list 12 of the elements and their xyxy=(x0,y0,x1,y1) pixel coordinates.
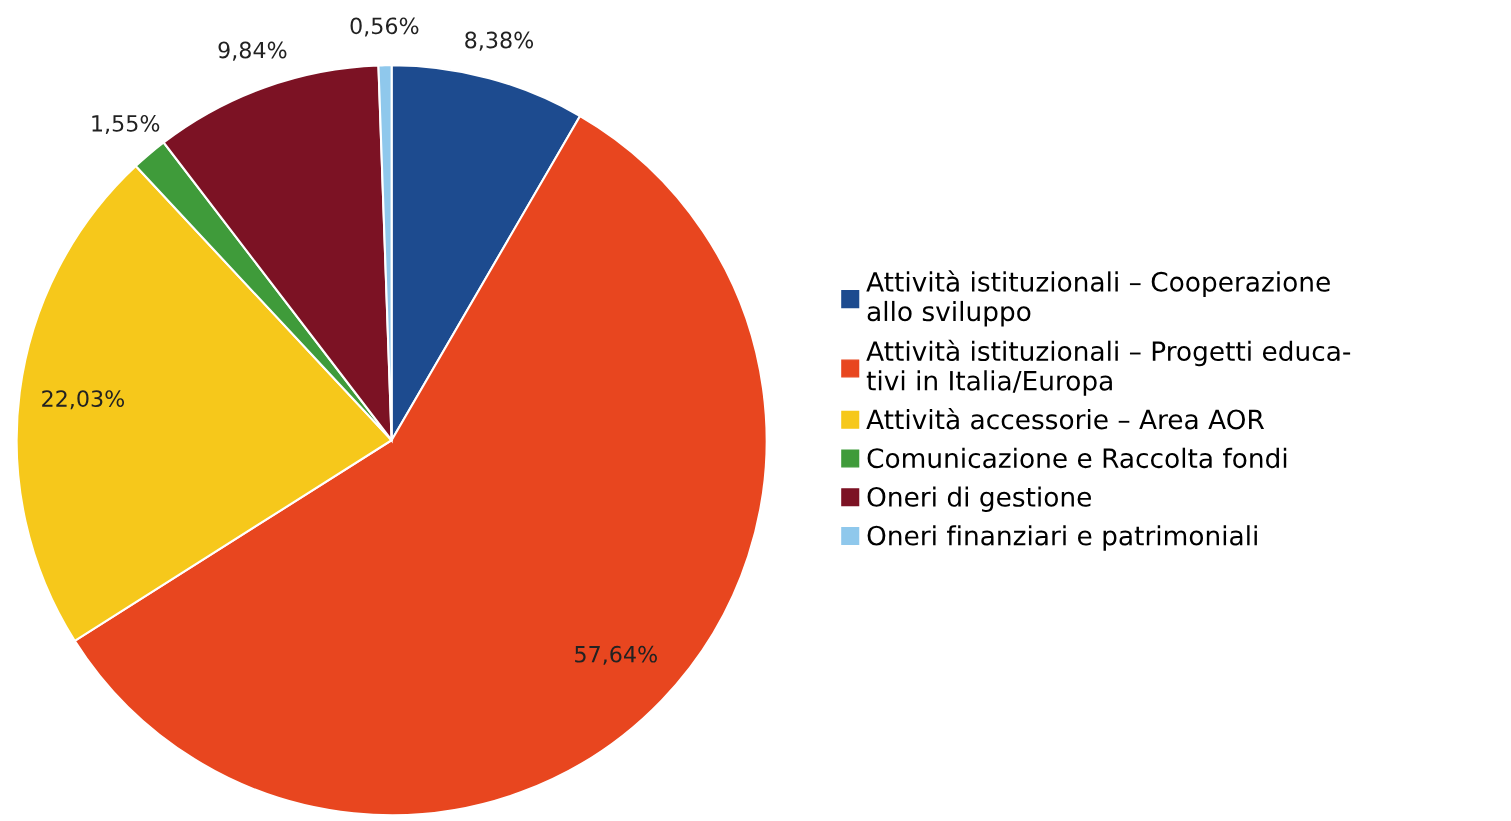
data-label: 9,84% xyxy=(218,41,287,61)
data-label: 1,55% xyxy=(92,114,160,135)
legend-label: Oneri finanziari e patrimoniali xyxy=(867,525,1257,551)
legend-label: Attività accessorie – Area AOR xyxy=(866,407,1265,430)
legend-label: Oneri di gestione xyxy=(867,486,1091,512)
data-label: 8,38% xyxy=(465,31,534,51)
legend-label: Attività istituzionali – Cooperazione allo sviluppo xyxy=(866,270,1330,327)
data-label: 57,64% xyxy=(575,645,657,665)
data-label: 22,03% xyxy=(42,390,125,410)
data-label: 0,56% xyxy=(350,17,419,37)
legend-label: Comunicazione e Raccolta fondi xyxy=(867,447,1287,469)
legend-label: Attività istituzionali – Progetti educa- tivi in Italia/Europa xyxy=(866,339,1351,396)
